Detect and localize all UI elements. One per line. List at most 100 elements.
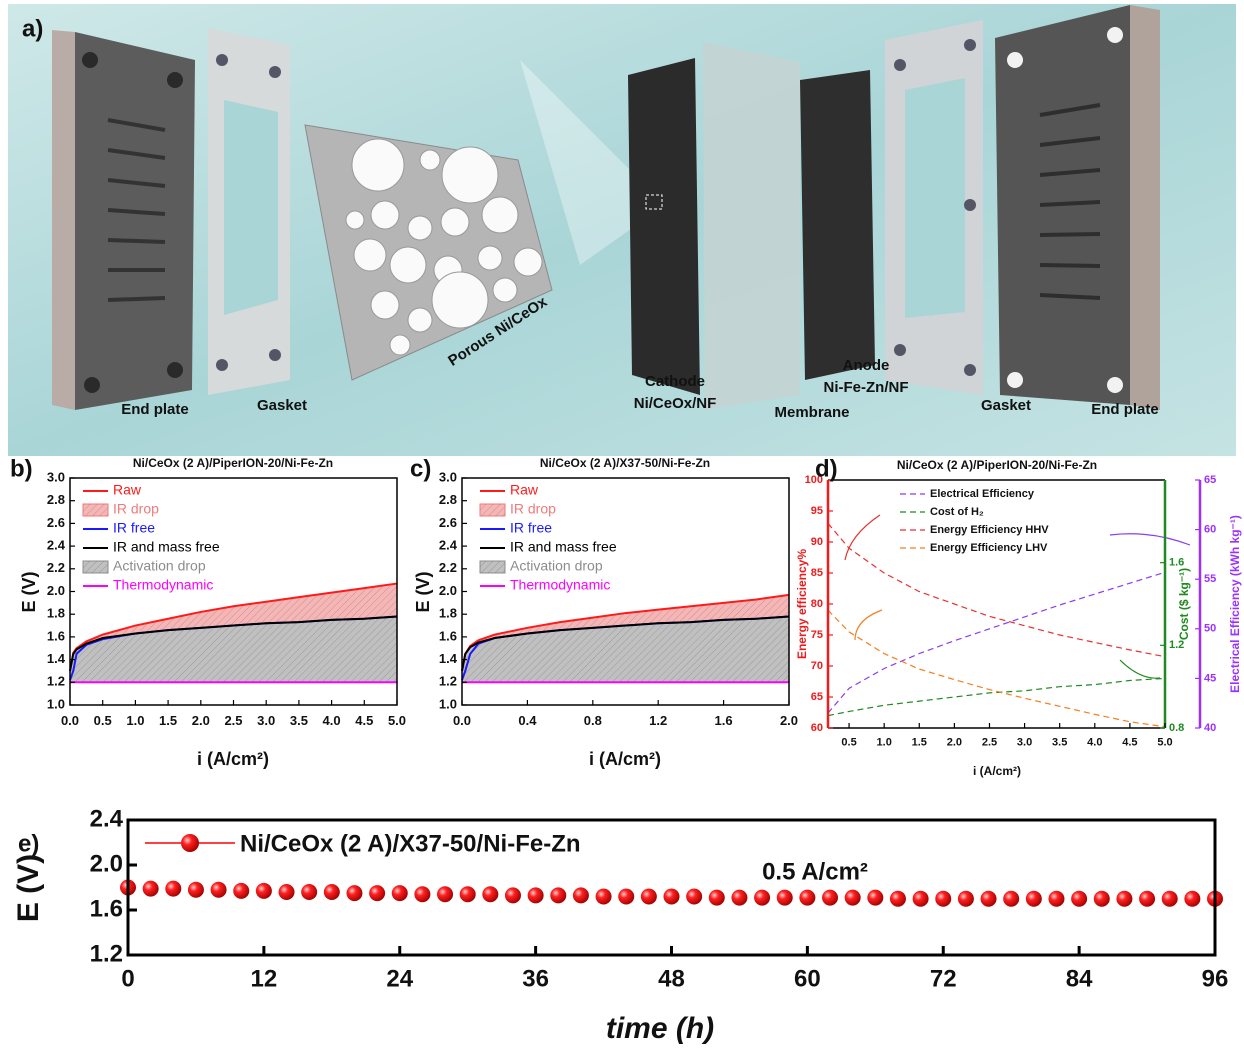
marker xyxy=(210,881,227,898)
marker xyxy=(640,888,657,905)
gasket-holes xyxy=(894,39,976,376)
y-tick-label: 80 xyxy=(811,598,823,610)
y-axis-label: E (V) xyxy=(12,854,45,922)
x-tick-label: 0.5 xyxy=(94,713,112,728)
x-tick-label: 1.0 xyxy=(877,737,892,749)
panel-label: d) xyxy=(815,455,838,482)
x-axis-label: i (A/cm²) xyxy=(973,764,1021,778)
marker xyxy=(731,889,748,906)
y-tick-label: 1.2 xyxy=(90,940,123,967)
marker xyxy=(301,884,318,900)
y-tick-label: 2.2 xyxy=(47,560,65,575)
x-tick-label: 4.5 xyxy=(1122,737,1137,749)
y3-tick-label: 45 xyxy=(1204,672,1216,684)
bolt-holes xyxy=(1007,27,1123,393)
legend-swatch xyxy=(480,561,505,573)
cathode xyxy=(628,58,700,395)
gasket-window xyxy=(905,78,965,318)
x-tick-label: 84 xyxy=(1066,966,1093,993)
legend-label: Activation drop xyxy=(510,558,603,574)
legend-label: Electrical Efficiency xyxy=(930,488,1035,500)
flow-channels xyxy=(1039,103,1101,300)
y-tick-label: 60 xyxy=(811,722,823,734)
x-tick-label: 24 xyxy=(386,966,413,993)
caption: Cathode xyxy=(645,373,705,390)
marker xyxy=(912,890,929,907)
x-tick-label: 2.0 xyxy=(947,737,962,749)
y-tick-label: 1.4 xyxy=(47,651,66,666)
arrow xyxy=(844,514,881,561)
chart: 0.0 0.4 0.8 1.2 1.6 2.0 1.0 1.2 1.4 1.6 1.8 2.0 2.2 2… xyxy=(410,455,798,768)
legend-label: IR drop xyxy=(510,501,556,517)
y2-tick-label: 1.2 xyxy=(1169,639,1184,651)
y-tick-label: 1.2 xyxy=(439,674,457,689)
y3-tick-label: 60 xyxy=(1204,524,1216,536)
y-tick-label: 1.6 xyxy=(47,628,65,643)
x-tick-label: 0.0 xyxy=(61,713,79,728)
marker xyxy=(255,882,272,899)
y-tick-label: 90 xyxy=(811,536,823,548)
end-plate-side xyxy=(1130,5,1160,410)
y-tick-label: 2.0 xyxy=(90,850,123,877)
marker xyxy=(1071,890,1088,907)
marker xyxy=(1003,890,1020,907)
line xyxy=(827,609,1166,728)
legend-swatch xyxy=(181,834,199,852)
x-tick-label: 12 xyxy=(251,966,278,993)
legend-label: IR and mass free xyxy=(113,539,220,555)
line xyxy=(461,615,790,672)
y-tick-label: 1.6 xyxy=(90,895,123,922)
pores xyxy=(345,138,543,356)
x-tick-label: 96 xyxy=(1202,966,1229,993)
marker xyxy=(527,887,544,904)
marker xyxy=(663,888,680,905)
marker xyxy=(822,889,839,906)
panel-label: c) xyxy=(410,455,431,482)
x-axis-label: i (A/cm²) xyxy=(197,749,269,769)
marker xyxy=(618,888,635,905)
legend-label: Cost of H₂ xyxy=(930,506,984,518)
chart-title: Ni/CeOx (2 A)/PiperION-20/Ni-Fe-Zn xyxy=(133,456,333,470)
line xyxy=(827,523,1166,658)
legend-label: Ni/CeOx (2 A)/X37-50/Ni-Fe-Zn xyxy=(240,830,581,857)
marker xyxy=(482,886,499,903)
y-tick-label: 1.4 xyxy=(439,651,458,666)
x-tick-label: 0 xyxy=(121,966,134,993)
y-tick-label: 65 xyxy=(811,691,823,703)
marker xyxy=(323,884,340,900)
chart-title: Ni/CeOx (2 A)/X37-50/Ni-Fe-Zn xyxy=(540,456,710,470)
marker xyxy=(550,887,567,904)
annotation: 0.5 A/cm² xyxy=(762,858,868,885)
y-tick-label: 2.8 xyxy=(47,492,65,507)
marker xyxy=(889,890,906,907)
marker xyxy=(1025,890,1042,907)
y-tick-label: 1.2 xyxy=(47,674,65,689)
arrow xyxy=(854,609,883,641)
marker xyxy=(957,890,974,907)
line xyxy=(827,677,1166,717)
caption: Gasket xyxy=(257,397,307,414)
marker xyxy=(142,880,159,897)
marker xyxy=(459,886,476,903)
bolt-holes xyxy=(82,52,183,393)
y-tick-label: 2.6 xyxy=(439,515,457,530)
caption: Ni-Fe-Zn/NF xyxy=(824,379,909,396)
y-tick-label: 1.8 xyxy=(439,606,457,621)
x-tick-label: 0.0 xyxy=(453,713,471,728)
y-tick-label: 2.4 xyxy=(439,538,458,553)
panel-label: b) xyxy=(10,455,33,482)
y-tick-label: 70 xyxy=(811,660,823,672)
arrows xyxy=(844,514,1191,679)
marker xyxy=(346,885,363,902)
x-tick-label: 1.0 xyxy=(126,713,144,728)
y-axis-label: Energy efficiency% xyxy=(795,549,809,659)
line xyxy=(827,571,1166,714)
x-tick-label: 72 xyxy=(930,966,957,993)
legend-label: Raw xyxy=(510,482,539,498)
y-tick-label: 1.8 xyxy=(47,606,65,621)
caption: Ni/CeOx/NF xyxy=(634,395,717,412)
zoom-beam xyxy=(520,60,655,265)
y2-tick-label: 0.8 xyxy=(1169,722,1184,734)
x-tick-label: 60 xyxy=(794,966,821,993)
area-hatch xyxy=(462,616,789,683)
